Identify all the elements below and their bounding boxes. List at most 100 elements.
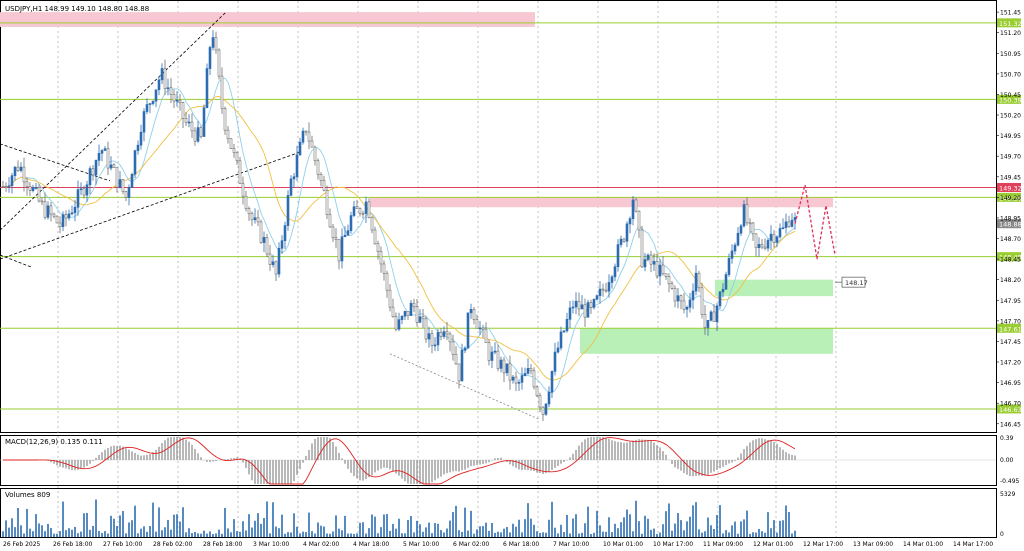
candle-body — [148, 103, 152, 105]
channel-stub-lower — [0, 254, 33, 268]
candle-body — [475, 319, 479, 329]
x-tick-label: 10 Mar 01:00 — [603, 541, 643, 548]
level-tag-label: 147.61 — [999, 325, 1022, 333]
candle-body — [778, 228, 782, 238]
candle-body — [355, 206, 359, 209]
x-tick-label: 28 Feb 02:00 — [153, 541, 193, 548]
y-tick-label: 151.45 — [1000, 10, 1021, 17]
candle-body — [259, 221, 263, 243]
candle-body — [631, 199, 635, 220]
macd-panel: 0.39 0.00 -0.495 — [0, 435, 1020, 485]
candle-body — [223, 107, 227, 131]
candle-body — [298, 141, 302, 156]
candle-body — [616, 244, 620, 268]
candle-body — [40, 200, 44, 203]
volume-tick-label: 5329 — [1000, 491, 1015, 498]
candle-body — [184, 118, 188, 123]
candle-body — [61, 214, 65, 228]
candle-body — [16, 166, 20, 171]
x-tick-label: 12 Mar 17:00 — [803, 541, 843, 548]
y-tick-label: 147.45 — [1000, 339, 1021, 346]
candle-body — [124, 191, 128, 198]
candle-body — [343, 234, 347, 238]
candle-body — [169, 87, 173, 95]
y-tick-label: 149.45 — [1000, 174, 1021, 181]
candle-body — [202, 107, 206, 137]
candle-body — [598, 288, 602, 296]
candle-body — [88, 168, 92, 186]
candle-body — [319, 174, 323, 181]
candle-body — [439, 332, 443, 337]
level-tag-label: 148.88 — [999, 221, 1022, 229]
candle-body — [283, 225, 287, 241]
descending-support — [389, 353, 541, 421]
candle-body — [565, 319, 569, 332]
candle-body — [103, 148, 107, 151]
candle-body — [409, 302, 413, 316]
level-tag — [997, 404, 1021, 414]
candle-body — [502, 359, 506, 374]
candle-body — [490, 351, 494, 361]
candle-body — [493, 350, 497, 353]
candle-body — [112, 164, 116, 168]
candle-body — [661, 264, 665, 275]
candle-body — [151, 100, 155, 104]
candle-body — [595, 295, 599, 300]
candle-body — [1, 186, 5, 188]
candle-body — [520, 375, 524, 383]
y-tick-label: 148.70 — [1000, 236, 1021, 243]
level-tag — [997, 94, 1021, 104]
candle-body — [46, 205, 50, 218]
x-tick-label: 28 Feb 18:00 — [203, 541, 243, 548]
candle-body — [244, 195, 248, 209]
candle-body — [262, 237, 266, 243]
candle-body — [688, 299, 692, 308]
forecast-line — [794, 184, 836, 260]
candle-body — [637, 210, 641, 231]
candle-body — [391, 306, 395, 317]
price-callout-label: 148.17 — [845, 279, 868, 287]
x-tick-label: 6 Mar 02:00 — [453, 541, 489, 548]
candle-body — [394, 316, 398, 330]
channel-upper — [0, 11, 227, 231]
candles — [1, 30, 797, 422]
candle-body — [172, 94, 176, 102]
candle-body — [55, 215, 59, 224]
candle-body — [547, 391, 551, 405]
y-tick-label: 148.20 — [1000, 277, 1021, 284]
candle-body — [580, 304, 584, 310]
candle-body — [451, 341, 455, 355]
candle-body — [517, 382, 521, 384]
candle-body — [562, 330, 566, 333]
candle-body — [625, 223, 629, 242]
candle-body — [76, 189, 80, 208]
candle-body — [763, 246, 767, 249]
candle-body — [793, 217, 797, 221]
candle-body — [25, 181, 29, 187]
candle-body — [676, 295, 680, 302]
candle-body — [541, 406, 545, 415]
candle-body — [754, 233, 758, 249]
horizontal-levels[interactable]: 151.32 150.39 149.32 149.20 148.88 148.48 147.… — [0, 18, 1022, 414]
candle-body — [253, 217, 257, 221]
candle-body — [49, 205, 53, 215]
level-tag-label: 149.20 — [999, 194, 1022, 202]
candle-body — [247, 208, 251, 214]
level-tag-label: 151.32 — [999, 20, 1022, 28]
trendlines[interactable] — [0, 11, 541, 421]
candle-body — [649, 254, 653, 265]
candle-body — [523, 373, 527, 376]
candle-body — [13, 166, 17, 176]
candle-body — [706, 320, 710, 328]
candle-body — [313, 146, 317, 162]
symbol-info: USDJPY,H1 148.99 149.10 148.80 148.88 — [5, 5, 149, 13]
candle-body — [748, 222, 752, 225]
level-tag-label: 149.32 — [999, 184, 1022, 192]
candle-body — [673, 288, 677, 302]
zone-rect — [0, 12, 535, 27]
candle-body — [265, 237, 269, 255]
candle-body — [91, 168, 95, 176]
level-tag-label: 146.63 — [999, 406, 1022, 414]
